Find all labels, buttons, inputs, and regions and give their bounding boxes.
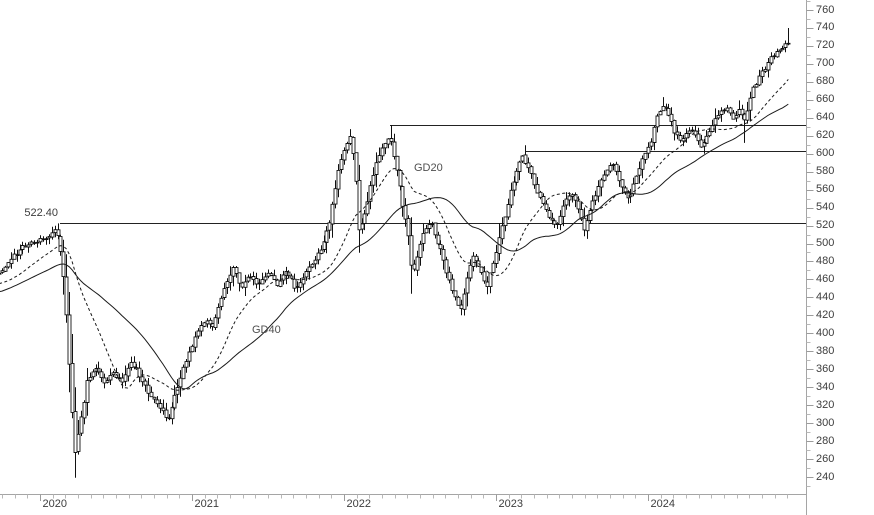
y-axis-major-ticks: [806, 10, 814, 478]
y-axis-label: 320: [816, 398, 835, 411]
y-axis-label: 660: [816, 93, 835, 106]
y-axis-label: 380: [816, 344, 835, 357]
candlesticks: [0, 28, 791, 478]
y-axis-label: 720: [816, 39, 835, 52]
axes: [0, 0, 814, 515]
y-axis-label: 540: [816, 201, 835, 214]
y-axis-label: 340: [816, 380, 835, 393]
y-axis-label: 580: [816, 165, 835, 178]
x-axis-minor-ticks: [2, 494, 788, 499]
y-axis-label: 700: [816, 57, 835, 70]
y-axis-label: 300: [816, 416, 835, 429]
x-axis-label: 2022: [346, 498, 371, 510]
y-axis-label: 280: [816, 434, 835, 447]
y-axis-label: 460: [816, 272, 835, 285]
gd40-indicator-label: GD40: [252, 324, 281, 336]
y-axis-minor-ticks: [806, 1, 811, 487]
x-axis-major-ticks: [40, 494, 649, 501]
price-level-label: 522.40: [24, 207, 58, 219]
y-axis-label: 560: [816, 183, 835, 196]
gd40-line: [0, 103, 789, 390]
y-axis-label: 520: [816, 219, 835, 232]
x-axis-label: 2020: [42, 498, 67, 510]
y-axis-label: 240: [816, 470, 835, 483]
y-axis-label: 480: [816, 254, 835, 267]
y-axis-label: 760: [816, 3, 835, 16]
x-axis-label: 2024: [650, 498, 675, 510]
y-axis-label: 640: [816, 111, 835, 124]
y-axis-label: 420: [816, 308, 835, 321]
y-axis-label: 400: [816, 326, 835, 339]
y-axis-label: 600: [816, 147, 835, 160]
gd20-line: [0, 79, 789, 391]
y-axis-label: 360: [816, 362, 835, 375]
y-axis-label: 740: [816, 21, 835, 34]
gd20-indicator-label: GD20: [414, 162, 443, 174]
y-axis-label: 440: [816, 290, 835, 303]
y-axis-label: 260: [816, 452, 835, 465]
y-axis-label: 500: [816, 237, 835, 249]
x-axis-label: 2023: [498, 498, 523, 510]
y-axis-label: 680: [816, 75, 835, 88]
x-axis-label: 2021: [194, 498, 219, 510]
y-axis-label: 620: [816, 129, 835, 142]
